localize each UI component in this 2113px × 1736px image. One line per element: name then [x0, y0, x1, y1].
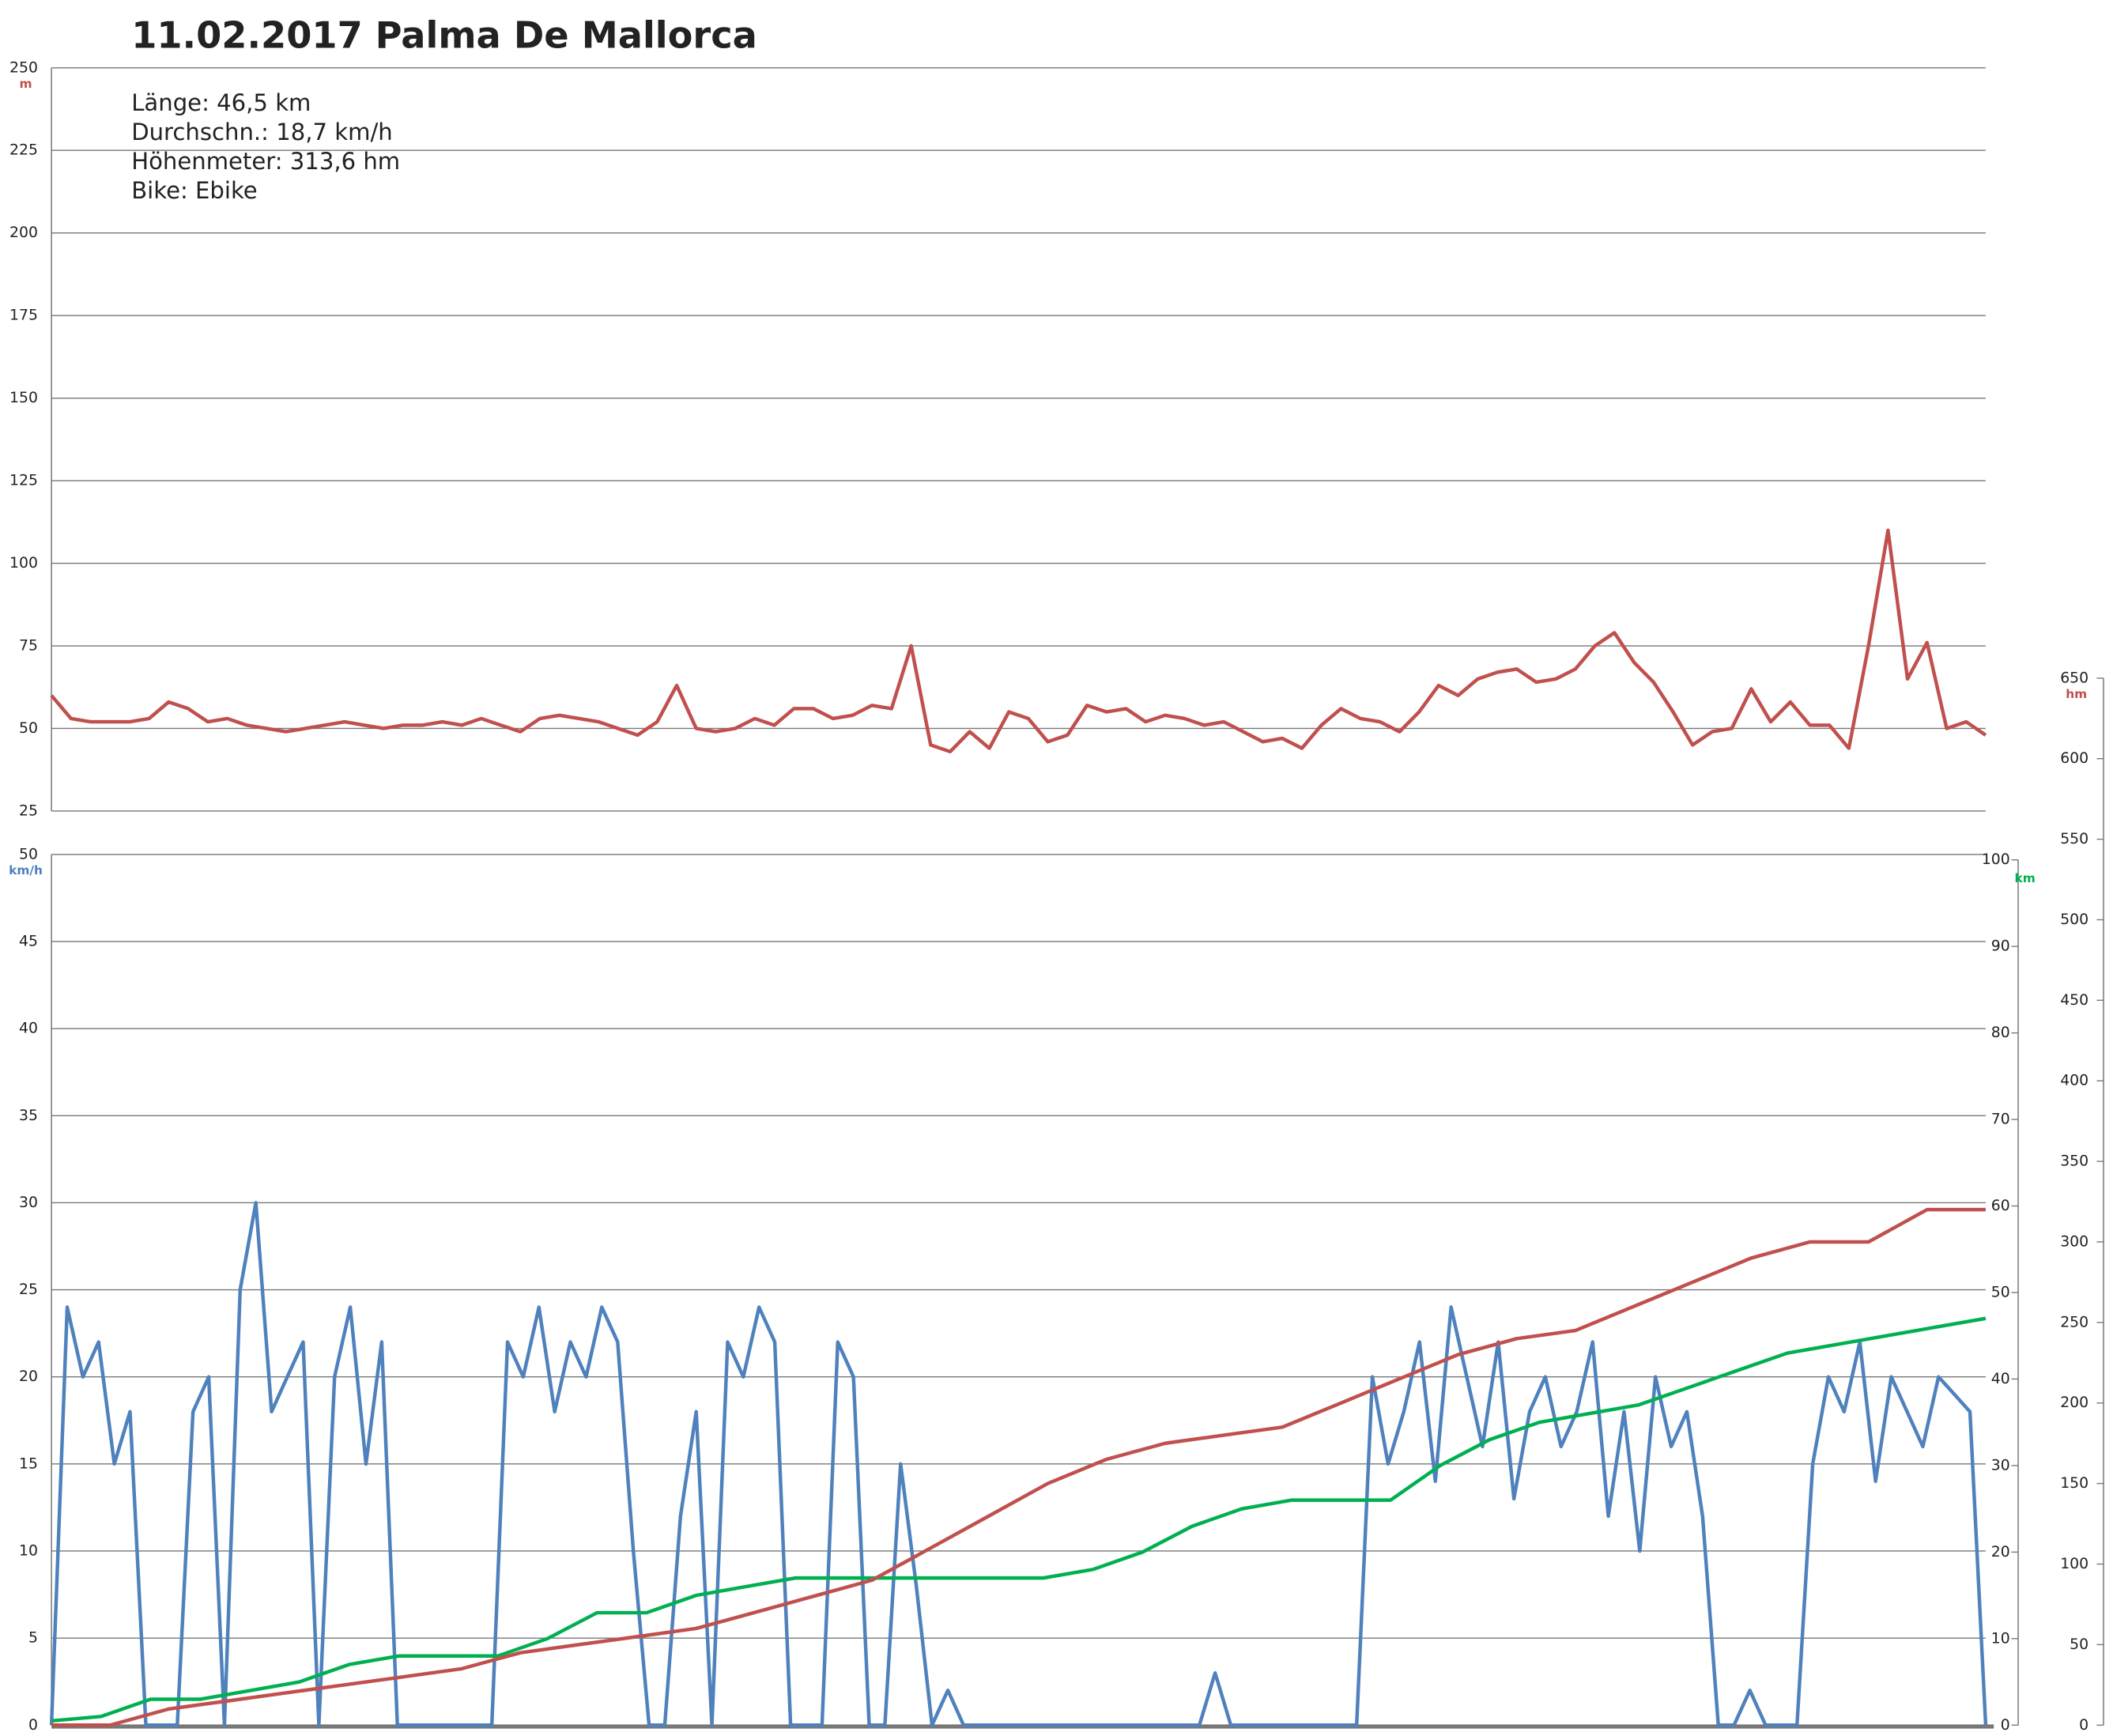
- y2-tick-label: 60: [1991, 1198, 2010, 1214]
- y-tick-label: 30: [19, 1194, 38, 1211]
- y3-tick-label: 350: [2060, 1153, 2088, 1170]
- y3-tick-label: 500: [2060, 911, 2088, 928]
- y2-tick-label: 20: [1991, 1544, 2010, 1561]
- chart-title: Palma De Mallorca: [375, 14, 757, 57]
- y2-tick-label: 0: [2001, 1717, 2010, 1734]
- y-axis-label: m: [20, 77, 32, 91]
- y2-axis-label: km: [2014, 871, 2035, 885]
- y-tick-label: 45: [19, 933, 38, 949]
- y-tick-label: 0: [28, 1717, 38, 1734]
- y-tick-label: 200: [9, 225, 38, 241]
- y-tick-label: 125: [9, 473, 38, 489]
- y3-axis-label: hm: [2066, 687, 2087, 701]
- y-tick-label: 5: [28, 1630, 38, 1647]
- annotation: Bike: Ebike: [131, 177, 258, 204]
- chart-date: 11.02.2017: [131, 14, 363, 57]
- y-tick-label: 250: [9, 59, 38, 76]
- data-line: [49, 1201, 1988, 1727]
- y-tick-label: 100: [9, 555, 38, 572]
- y-tick-label: 50: [19, 846, 38, 862]
- y-tick-label: 25: [19, 1281, 38, 1298]
- y3-tick-label: 150: [2060, 1475, 2088, 1492]
- y-tick-label: 10: [19, 1542, 38, 1559]
- y2-tick-label: 80: [1991, 1025, 2010, 1041]
- data-line: [51, 1207, 1986, 1727]
- y3-tick-label: 650: [2060, 670, 2088, 686]
- y3-tick-label: 300: [2060, 1233, 2088, 1250]
- y-tick-label: 225: [9, 142, 38, 159]
- y3-tick-label: 250: [2060, 1314, 2088, 1330]
- y-axis-label: km/h: [9, 863, 43, 877]
- y3-tick-label: 50: [2070, 1636, 2088, 1653]
- y-tick-label: 15: [19, 1455, 38, 1472]
- y-tick-label: 175: [9, 308, 38, 324]
- y3-tick-label: 550: [2060, 831, 2088, 847]
- y2-tick-label: 70: [1991, 1111, 2010, 1128]
- y2-tick-label: 100: [1982, 851, 2010, 868]
- y2-tick-label: 50: [1991, 1284, 2010, 1300]
- y3-tick-label: 400: [2060, 1073, 2088, 1089]
- annotation: Höhenmeter: 313,6 hm: [131, 148, 400, 175]
- y2-tick-label: 30: [1991, 1457, 2010, 1474]
- data-line: [50, 528, 1987, 754]
- annotation: Länge: 46,5 km: [131, 89, 311, 116]
- y-tick-label: 50: [19, 720, 38, 737]
- y-tick-label: 150: [9, 390, 38, 406]
- y-tick-label: 40: [19, 1021, 38, 1037]
- y2-tick-label: 40: [1991, 1371, 2010, 1387]
- y3-tick-label: 0: [2079, 1717, 2088, 1734]
- annotation: Durchschn.: 18,7 km/h: [131, 119, 393, 145]
- y2-tick-label: 10: [1991, 1630, 2010, 1647]
- y3-tick-label: 200: [2060, 1394, 2088, 1411]
- y-tick-label: 20: [19, 1368, 38, 1385]
- y3-tick-label: 100: [2060, 1556, 2088, 1572]
- y-tick-label: 75: [19, 638, 38, 655]
- y3-tick-label: 600: [2060, 750, 2088, 767]
- data-line: [51, 1316, 1987, 1723]
- y3-tick-label: 450: [2060, 992, 2088, 1009]
- y-tick-label: 35: [19, 1108, 38, 1124]
- y2-tick-label: 90: [1991, 938, 2010, 955]
- y-tick-label: 25: [19, 802, 38, 819]
